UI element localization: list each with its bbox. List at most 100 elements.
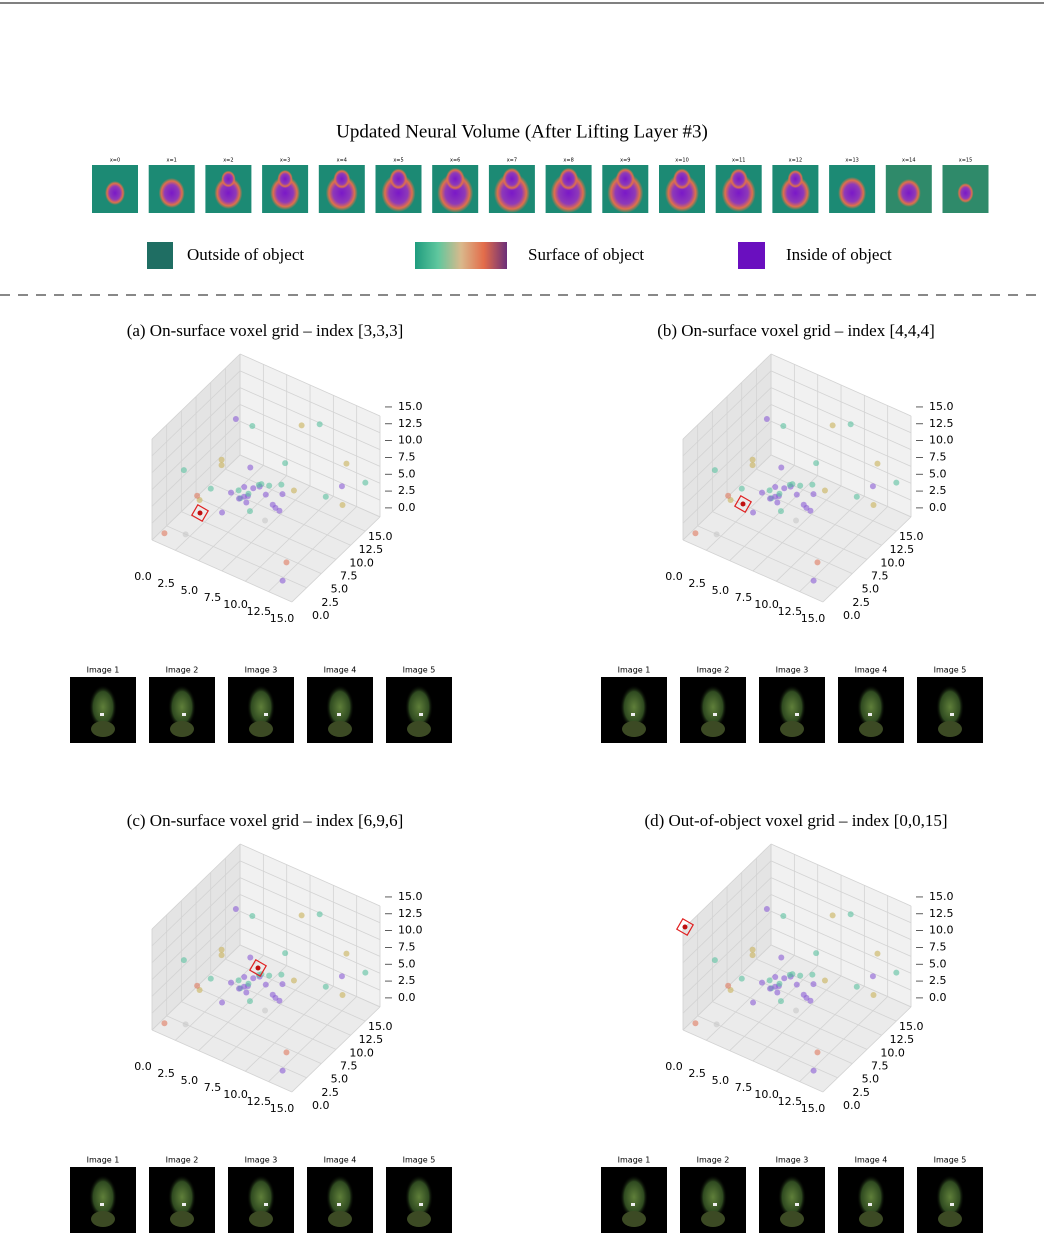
x-tick-label: 5.0	[712, 584, 730, 597]
slice-label: x=14	[902, 158, 916, 164]
highlight	[795, 1203, 799, 1206]
x-tick-label: 15.0	[801, 612, 826, 625]
selected-voxel-center	[197, 510, 203, 516]
pot	[91, 1211, 115, 1227]
voxel-point	[810, 577, 817, 584]
voxel-point	[847, 911, 854, 918]
voxel-point	[853, 983, 860, 990]
voxel-point	[810, 491, 817, 498]
legend-label: Surface of object	[528, 245, 644, 264]
voxel-point	[338, 973, 345, 980]
highlight	[264, 1203, 268, 1206]
image-label: Image 1	[618, 666, 651, 675]
slice-label: x=5	[393, 158, 403, 164]
selected-voxel-center	[255, 965, 261, 971]
voxel-point	[750, 999, 757, 1006]
pot	[407, 1211, 431, 1227]
selected-voxel	[675, 917, 695, 937]
grid-line	[239, 860, 381, 924]
plant	[778, 1175, 806, 1219]
voxel-point	[893, 969, 900, 976]
pot	[407, 721, 431, 737]
voxel-point	[236, 495, 243, 502]
plant	[168, 1175, 196, 1219]
pot	[859, 1211, 883, 1227]
grid-line	[291, 516, 381, 603]
z-tick-label: 2.5	[398, 484, 416, 497]
z-tick-label: 2.5	[398, 974, 416, 987]
y-tick-label: 2.5	[852, 596, 870, 609]
pot	[701, 721, 725, 737]
y-tick-label: 15.0	[899, 530, 924, 543]
voxel-point	[161, 530, 168, 537]
plant	[620, 1175, 648, 1219]
slice-label: x=9	[620, 158, 630, 164]
y-tick-label: 10.0	[880, 556, 905, 569]
voxel-point	[772, 493, 779, 500]
slice-blob	[437, 173, 474, 213]
grid-line	[770, 370, 912, 434]
voxel-point	[290, 977, 297, 984]
voxel-point	[797, 482, 804, 489]
pot	[91, 721, 115, 737]
image-label: Image 5	[934, 1156, 967, 1165]
voxel-point	[766, 487, 773, 494]
image-label: Image 3	[776, 666, 809, 675]
panel-title: (b) On-surface voxel grid – index [4,4,4…	[657, 321, 935, 340]
image-label: Image 3	[245, 666, 278, 675]
voxel-point	[749, 952, 756, 959]
voxel-point	[339, 502, 346, 509]
panel-title: (c) On-surface voxel grid – index [6,9,6…	[127, 811, 404, 830]
grid-line	[770, 860, 912, 924]
voxel-point	[246, 508, 253, 515]
voxel-point	[338, 483, 345, 490]
pot	[249, 721, 273, 737]
panel: (c) On-surface voxel grid – index [6,9,6…	[70, 811, 452, 1233]
slice-blob	[389, 168, 408, 190]
y-tick-label: 7.5	[340, 1060, 358, 1073]
selected-voxel-center	[682, 924, 688, 930]
pot	[780, 1211, 804, 1227]
pot	[780, 721, 804, 737]
voxel-point	[829, 912, 836, 919]
grid-line	[225, 468, 366, 532]
slice-blob	[277, 169, 293, 189]
panel: (d) Out-of-object voxel grid – index [0,…	[601, 811, 983, 1233]
pot	[328, 721, 352, 737]
voxel-point	[793, 517, 800, 524]
voxel-point	[869, 483, 876, 490]
plant	[247, 685, 275, 729]
image-label: Image 1	[618, 1156, 651, 1165]
voxel-point	[711, 467, 718, 474]
voxel-point	[362, 479, 369, 486]
slice-blob	[105, 181, 125, 205]
grid-line	[239, 944, 381, 1008]
slice-blob	[502, 167, 522, 191]
y-tick-label: 0.0	[843, 1099, 861, 1112]
x-tick-label: 15.0	[801, 1102, 826, 1115]
voxel-point	[218, 946, 225, 953]
pot	[701, 1211, 725, 1227]
z-tick-label: 5.0	[398, 957, 416, 970]
voxel-point	[809, 971, 816, 978]
voxel-point	[800, 501, 807, 508]
y-tick-label: 2.5	[852, 1086, 870, 1099]
voxel-point	[763, 905, 770, 912]
voxel-point	[781, 975, 788, 982]
grid-line	[822, 1006, 912, 1093]
voxel-point	[776, 980, 783, 987]
y-tick-label: 0.0	[843, 609, 861, 622]
voxel-point	[774, 499, 781, 506]
x-tick-label: 7.5	[735, 1081, 753, 1094]
voxel-point	[279, 981, 286, 988]
voxel-point	[821, 977, 828, 984]
voxel-point	[262, 1007, 269, 1014]
legend-swatch	[738, 242, 765, 269]
voxel-point	[266, 482, 273, 489]
slice-blob	[158, 178, 185, 208]
voxel-point	[738, 485, 745, 492]
grid-line	[239, 370, 381, 434]
voxel-point	[774, 989, 781, 996]
highlight	[950, 713, 954, 716]
slice-label: x=2	[223, 158, 233, 164]
